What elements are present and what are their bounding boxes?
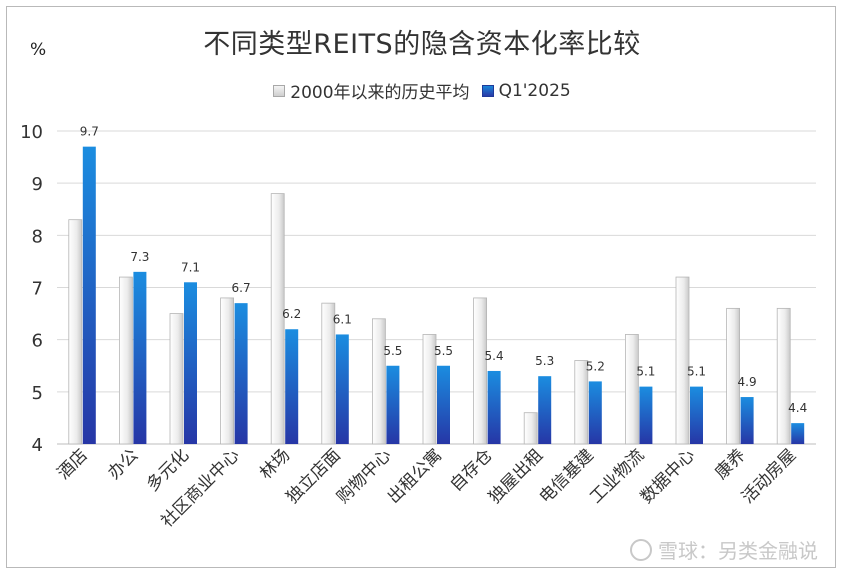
data-labels: 9.7 7.3 7.1 6.7 6.2 6.1 5.5 5.5 5.4 5.3 5.2 5.1 5.1 4… [80,125,807,415]
bar-q1-2025 [184,282,197,444]
gridlines [57,130,816,445]
bar-q1-2025 [82,146,96,444]
x-tick-label: 数据中心 [637,445,699,507]
data-label-q1-2025: 6.1 [333,312,352,326]
x-tick-label: 出租公寓 [384,445,446,507]
watermark: 雪球：另类金融说 [630,535,818,564]
bar-historical [523,412,538,445]
data-label-q1-2025: 5.4 [485,349,504,363]
x-tick-label: 活动房屋 [738,445,800,507]
data-label-q1-2025: 5.2 [586,359,605,373]
x-tick-label: 独屋出租 [485,445,547,507]
bar-historical [68,219,83,445]
bar-historical [119,276,133,445]
x-tick-label: 林场 [256,445,294,483]
bar-historical [270,193,285,445]
bar-historical [169,313,184,445]
bar-q1-2025 [487,370,501,444]
bar-historical [776,307,791,445]
snowball-logo-icon [630,538,652,561]
bar-q1-2025 [690,386,703,444]
y-tick-label: 8 [32,226,43,247]
bar-q1-2025 [791,423,805,444]
chart-title: 不同类型REITS的隐含资本化率比较 [203,29,641,60]
bar-q1-2025 [234,303,248,444]
bar-historical [625,334,639,445]
y-tick-label: 4 [32,435,43,456]
data-label-q1-2025: 6.2 [282,307,301,321]
x-tick-label: 办公 [104,445,142,483]
data-label-q1-2025: 5.1 [636,365,655,379]
bar-q1-2025 [133,271,147,444]
y-tick-label: 7 [32,279,43,300]
legend-swatch-q1-2025 [481,84,494,97]
legend-label-q1-2025: Q1'2025 [498,80,571,101]
data-label-q1-2025: 7.3 [130,250,149,264]
bar-historical [574,360,589,445]
bars [68,146,805,445]
data-label-q1-2025: 4.9 [738,375,757,389]
bar-q1-2025 [639,386,653,444]
data-label-q1-2025: 7.1 [181,260,200,274]
x-tick-label: 购物中心 [333,445,395,507]
watermark-text: 雪球：另类金融说 [658,539,818,563]
bar-historical [422,334,437,445]
bar-q1-2025 [386,365,400,444]
data-label-q1-2025: 5.5 [383,344,402,358]
legend-swatch-historical [273,84,286,97]
data-label-q1-2025: 5.1 [687,365,706,379]
data-label-q1-2025: 5.5 [434,344,453,358]
legend-item-historical: 2000年以来的历史平均 [273,78,470,103]
bar-q1-2025 [437,365,450,444]
x-tick-label: 工业物流 [586,445,648,507]
y-axis-unit-label: % [30,40,47,60]
bar-q1-2025 [588,381,602,444]
x-tick-label: 电信基建 [536,445,598,507]
y-tick-label: 9 [32,174,43,195]
bar-q1-2025 [740,397,754,444]
legend-item-q1-2025: Q1'2025 [481,80,571,101]
bar-q1-2025 [285,329,299,444]
bar-historical [675,276,690,445]
data-label-q1-2025: 4.4 [788,401,807,415]
bar-historical [371,318,386,445]
legend-label-historical: 2000年以来的历史平均 [290,83,470,103]
y-tick-label: 10 [20,122,43,143]
data-label-q1-2025: 9.7 [80,125,99,139]
y-tick-label: 5 [32,383,43,404]
bar-q1-2025 [335,334,349,444]
chart-legend: 2000年以来的历史平均 Q1'2025 [0,78,844,103]
data-label-q1-2025: 5.3 [535,354,554,368]
bar-historical [473,297,488,445]
bar-historical [220,297,235,445]
bar-historical [321,302,336,445]
x-tick-label: 酒店 [54,445,92,483]
x-tick-label: 独立店面 [283,445,345,507]
data-label-q1-2025: 6.7 [232,281,251,295]
y-tick-label: 6 [32,331,43,352]
bar-q1-2025 [538,376,552,444]
bar-historical [726,307,740,445]
x-tick-label: 康养 [711,445,749,483]
